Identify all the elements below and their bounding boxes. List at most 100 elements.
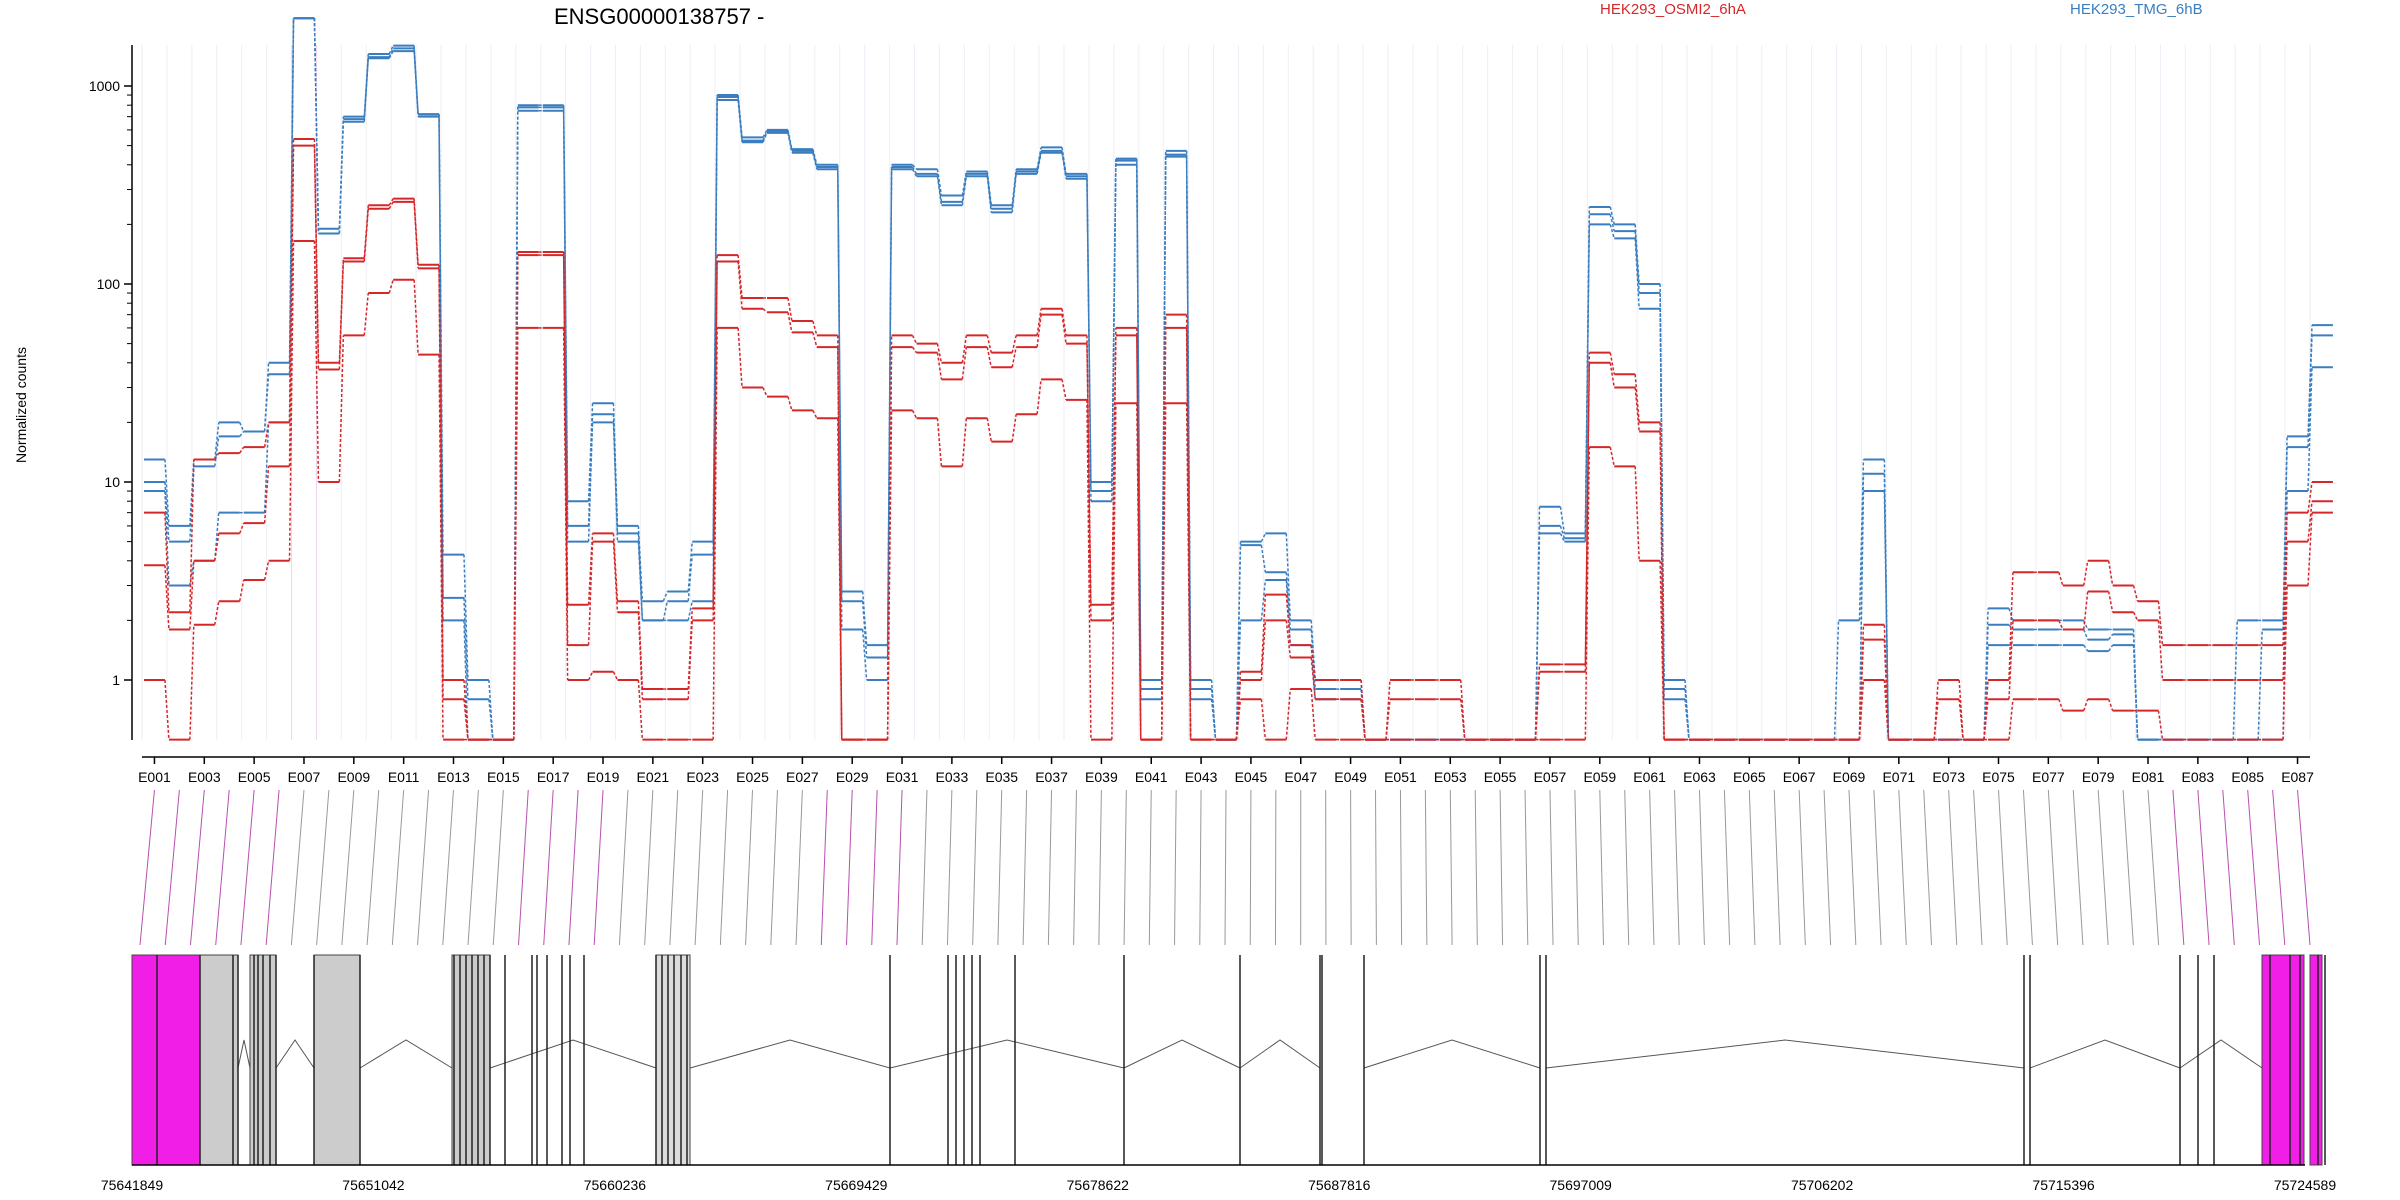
transition — [1136, 403, 1142, 740]
transition — [2082, 591, 2089, 630]
exon-connector — [1474, 789, 1478, 946]
exon-tick-label: E019 — [587, 769, 620, 785]
legend-label-tmg: HEK293_TMG_6hB — [2070, 1, 2203, 18]
transition — [1609, 362, 1615, 388]
transition — [637, 612, 644, 700]
exon-tick-label: E025 — [736, 769, 769, 785]
transition — [986, 176, 993, 213]
exon-connector — [1674, 789, 1680, 946]
transition — [2282, 512, 2288, 646]
exon-tick-label: E003 — [188, 769, 221, 785]
exon-tick-label: E041 — [1135, 769, 1168, 785]
exon-connector — [2197, 789, 2210, 946]
exon-connector — [316, 789, 330, 946]
transition — [214, 452, 220, 460]
transition — [1011, 335, 1017, 353]
transition — [388, 279, 394, 294]
transition — [562, 327, 569, 681]
exon-connector — [1224, 789, 1227, 946]
exon-tick-label: E057 — [1534, 769, 1567, 785]
transition — [338, 261, 345, 370]
exon-connector — [1649, 789, 1655, 946]
coordinate-label: 75687816 — [1308, 1177, 1371, 1193]
exon-connector — [290, 789, 305, 946]
exon-connector — [1174, 789, 1177, 946]
transition — [812, 332, 818, 348]
transition — [313, 145, 320, 370]
transition — [961, 418, 968, 467]
exon-connector — [871, 789, 878, 946]
exon-connector — [240, 789, 255, 946]
transition — [1260, 579, 1267, 621]
exon-tick-label: E015 — [487, 769, 520, 785]
transition — [1011, 173, 1017, 213]
transition — [1285, 620, 1292, 658]
transition — [1360, 699, 1366, 740]
transition — [986, 346, 992, 368]
exon-tick-label: E087 — [2281, 769, 2314, 785]
transition — [214, 422, 220, 460]
transition — [662, 591, 669, 602]
transition — [762, 387, 768, 397]
transition — [612, 671, 619, 681]
exon-connector — [341, 789, 355, 946]
transition — [861, 601, 868, 658]
exon-connector — [1873, 789, 1882, 946]
transition — [1285, 594, 1292, 646]
intron-connector — [359, 1039, 453, 1069]
exon-connector — [2222, 789, 2235, 946]
exon-connector — [467, 789, 479, 946]
transition — [787, 132, 793, 153]
transition — [836, 418, 843, 740]
exon-tick-label: E055 — [1484, 769, 1517, 785]
exon-tick-label: E031 — [886, 769, 919, 785]
transition — [2107, 698, 2114, 711]
gene-model — [131, 954, 2326, 1166]
transition — [911, 410, 918, 419]
exon-connector — [1823, 789, 1832, 946]
transition — [2307, 501, 2313, 542]
exon-block — [2261, 954, 2305, 1166]
transition — [313, 240, 320, 483]
exon-connector — [1499, 789, 1504, 946]
transition — [911, 168, 918, 177]
transition — [936, 418, 943, 467]
transition — [1036, 379, 1042, 415]
exon-connector — [1549, 789, 1554, 946]
exon-block — [313, 954, 361, 1166]
transition — [438, 114, 444, 598]
transition — [164, 459, 170, 526]
transition — [363, 292, 370, 336]
transition — [238, 422, 245, 432]
exon-connector — [795, 789, 803, 946]
coordinate-label: 75724589 — [2274, 1177, 2337, 1193]
coordinate-label: 75669429 — [825, 1177, 888, 1193]
transition — [2132, 645, 2139, 740]
transition — [687, 601, 693, 621]
exon-connector — [366, 789, 380, 946]
transition — [2082, 560, 2089, 586]
transition — [1185, 403, 1192, 740]
transition — [189, 624, 195, 740]
transition — [1136, 335, 1142, 740]
legend-label-osmi2: HEK293_OSMI2_6hA — [1600, 1, 1746, 18]
transition — [1111, 403, 1117, 740]
exon-connector — [1022, 789, 1028, 946]
transition — [413, 201, 419, 269]
y-tick-label: 10 — [104, 474, 120, 490]
exon-connector — [2047, 789, 2059, 946]
transition — [2008, 572, 2014, 681]
transition — [612, 533, 619, 602]
transition — [1634, 466, 1640, 561]
exon-tick-label: E069 — [1833, 769, 1866, 785]
exon-tick-label: E063 — [1683, 769, 1716, 785]
transition — [2282, 541, 2288, 681]
transition — [612, 541, 619, 613]
transition — [2083, 698, 2089, 711]
exon-tick-label: E077 — [2032, 769, 2065, 785]
transition — [1883, 491, 1890, 740]
transition — [911, 164, 918, 170]
exon-connector — [669, 789, 679, 946]
transition — [1061, 379, 1067, 400]
exon-tick-label: E073 — [1932, 769, 1965, 785]
